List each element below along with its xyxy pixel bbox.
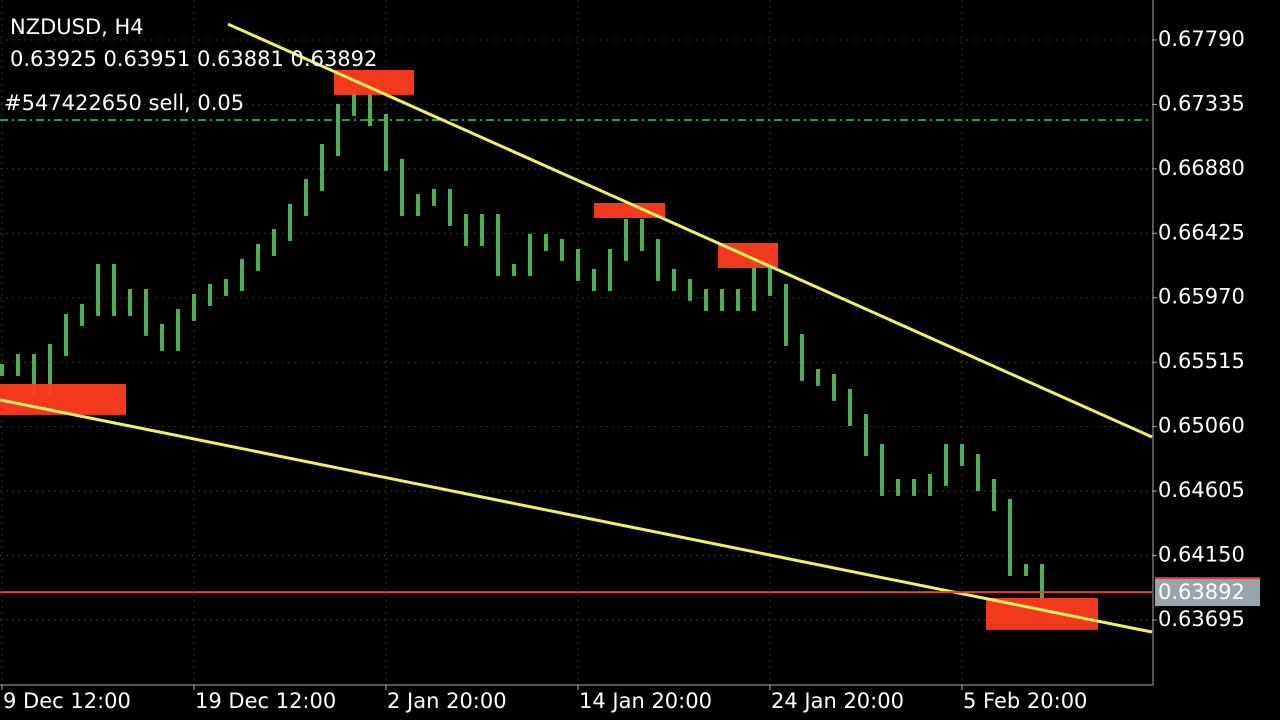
price-bar — [768, 258, 772, 296]
price-bar — [752, 258, 756, 311]
price-bar — [464, 213, 468, 246]
price-bar — [64, 313, 68, 357]
price-bar — [336, 103, 340, 157]
price-bar — [416, 194, 420, 216]
y-tick-label: 0.64150 — [1158, 543, 1245, 567]
price-bar — [784, 283, 788, 346]
price-bar — [688, 278, 692, 301]
y-tick-label: 0.67790 — [1158, 27, 1245, 51]
price-bar — [496, 213, 500, 276]
price-bar — [560, 239, 564, 261]
zone — [334, 69, 414, 95]
y-tick-label: 0.67335 — [1158, 91, 1245, 115]
price-bar — [352, 88, 356, 116]
y-tick-label: 0.63695 — [1158, 607, 1245, 631]
price-bar — [80, 303, 84, 326]
plot-area — [0, 0, 1153, 685]
price-bar — [912, 478, 916, 496]
price-bar — [192, 294, 196, 321]
x-tick-label: 9 Dec 12:00 — [3, 689, 131, 713]
price-bar — [1040, 563, 1044, 599]
price-bar — [544, 233, 548, 252]
price-bar — [16, 353, 20, 376]
price-bar — [240, 258, 244, 291]
price-bar — [672, 268, 676, 291]
price-bar — [112, 263, 116, 316]
trend-line — [0, 398, 1153, 634]
price-bar — [128, 288, 132, 316]
y-tick-label: 0.64605 — [1158, 478, 1245, 502]
price-bar — [272, 228, 276, 257]
zone — [594, 202, 665, 218]
price-bar — [512, 263, 516, 276]
price-bar — [880, 444, 884, 496]
price-bar — [96, 263, 100, 316]
price-bar — [928, 473, 932, 496]
price-bar — [720, 288, 724, 311]
price-bar — [800, 333, 804, 381]
price-bar — [0, 363, 4, 376]
price-bar — [848, 388, 852, 426]
x-tick-label: 24 Jan 20:00 — [771, 689, 904, 713]
price-bar — [368, 88, 372, 126]
price-bar — [864, 413, 868, 457]
price-bar — [208, 283, 212, 307]
price-bar — [528, 233, 532, 276]
x-tick-label: 19 Dec 12:00 — [195, 689, 336, 713]
price-bar — [640, 218, 644, 252]
zone — [0, 384, 126, 415]
price-bar — [896, 478, 900, 496]
price-bar — [288, 203, 292, 241]
price-bar — [1024, 563, 1028, 576]
price-bar — [176, 308, 180, 351]
price-bar — [400, 158, 404, 216]
price-bar — [144, 288, 148, 336]
price-bar — [976, 453, 980, 491]
price-bar — [304, 178, 308, 216]
price-bar — [704, 288, 708, 311]
order-text: #547422650 sell, 0.05 — [4, 91, 244, 115]
price-bar — [1008, 498, 1012, 576]
price-bar — [384, 113, 388, 171]
price-bar — [944, 444, 948, 486]
price-bar — [832, 373, 836, 401]
price-bar — [960, 444, 964, 466]
y-tick-label: 0.66880 — [1158, 156, 1245, 180]
price-bar — [160, 323, 164, 351]
price-bar — [608, 248, 612, 291]
price-bar — [432, 188, 436, 207]
price-bar — [576, 248, 580, 281]
price-bar — [320, 144, 324, 191]
price-bar — [480, 213, 484, 246]
last-price-label: 0.63892 — [1158, 580, 1245, 604]
price-bar — [624, 218, 628, 261]
price-bar — [592, 268, 596, 291]
price-bar — [992, 478, 996, 511]
last-price-box — [1155, 578, 1260, 607]
price-bar — [48, 344, 52, 396]
y-tick-label: 0.65515 — [1158, 349, 1245, 373]
price-bar — [736, 288, 740, 311]
price-bar — [32, 353, 36, 396]
x-tick-label: 14 Jan 20:00 — [579, 689, 712, 713]
y-tick-label: 0.65060 — [1158, 414, 1245, 438]
price-bar — [224, 278, 228, 296]
x-tick-label: 2 Jan 20:00 — [387, 689, 507, 713]
price-bar — [256, 244, 260, 271]
price-bar — [448, 188, 452, 226]
chart-title: NZDUSD, H4 — [10, 15, 144, 39]
y-tick-label: 0.65970 — [1158, 285, 1245, 309]
quote-text: 0.63925 0.63951 0.63881 0.63892 — [10, 47, 377, 71]
trend-line — [227, 22, 1153, 439]
y-tick-label: 0.66425 — [1158, 220, 1245, 244]
price-bar — [656, 239, 660, 281]
x-tick-label: 5 Feb 20:00 — [963, 689, 1087, 713]
price-bar — [816, 368, 820, 386]
